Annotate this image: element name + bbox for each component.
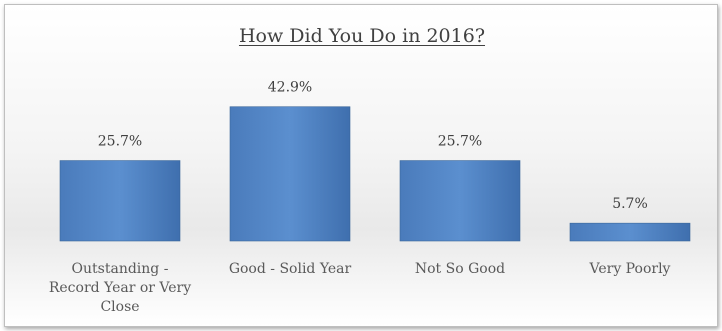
bar-3 <box>569 222 691 242</box>
category-labels-group: Outstanding - Record Year or Very Close Goo… <box>49 261 671 315</box>
category-label-1-line-0: Good - Solid Year <box>229 261 352 277</box>
bar-2 <box>399 160 521 242</box>
bar-chart: 25.7% 42.9% 25.7% 5.7% Outstanding - Record … <box>49 80 691 315</box>
bars-group <box>59 106 691 242</box>
chart-frame: How Did You Do in 2016? 25.7% 42.9% 25.7% 5… <box>4 4 718 327</box>
category-label-0-line-2: Close <box>100 299 139 315</box>
value-labels-group: 25.7% 42.9% 25.7% 5.7% <box>98 80 648 212</box>
category-label-1: Good - Solid Year <box>229 261 352 277</box>
category-label-2: Not So Good <box>415 261 505 277</box>
category-label-0: Outstanding - Record Year or Very Close <box>49 261 191 315</box>
value-label-1: 42.9% <box>268 80 312 96</box>
bar-0 <box>59 160 181 242</box>
value-label-0: 25.7% <box>98 134 142 150</box>
value-label-2: 25.7% <box>438 134 482 150</box>
category-label-2-line-0: Not So Good <box>415 261 505 277</box>
category-label-3: Very Poorly <box>589 261 671 277</box>
category-label-3-line-0: Very Poorly <box>589 261 671 277</box>
category-label-0-line-0: Outstanding - <box>72 261 169 277</box>
category-label-0-line-1: Record Year or Very <box>49 280 191 296</box>
bar-1 <box>229 106 351 242</box>
value-label-3: 5.7% <box>612 196 648 212</box>
chart-title: How Did You Do in 2016? <box>238 25 486 47</box>
